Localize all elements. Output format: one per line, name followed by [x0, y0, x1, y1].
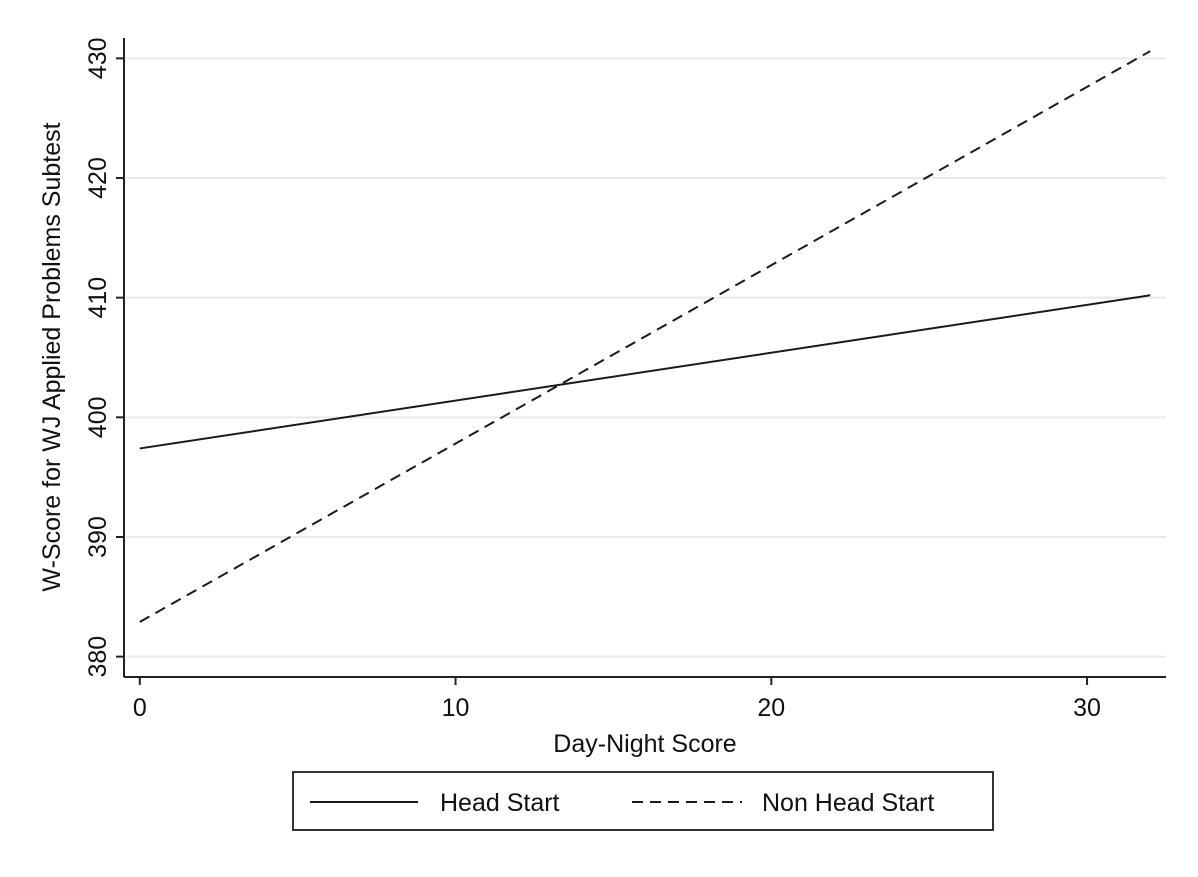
series-line-head-start: [139, 294, 1151, 450]
gridlines: [126, 57, 1166, 658]
y-tick-label-380: 380: [84, 636, 112, 678]
y-tick-label-410: 410: [84, 277, 112, 319]
legend-label-non-head-start: Non Head Start: [762, 789, 934, 817]
legend-label-head-start: Head Start: [440, 789, 560, 817]
series-lines: [139, 50, 1151, 623]
x-tick-label-0: 0: [133, 694, 147, 722]
y-tick-label-430: 430: [84, 37, 112, 79]
x-tick-label-10: 10: [442, 694, 470, 722]
legend: Head Start Non Head Start: [292, 771, 994, 831]
x-axis-title: Day-Night Score: [553, 730, 736, 758]
y-tick-label-400: 400: [84, 396, 112, 438]
y-tick-label-390: 390: [84, 516, 112, 558]
y-ticks: 380 390 400 410 420 430: [84, 37, 124, 678]
y-axis-title: W-Score for WJ Applied Problems Subtest: [38, 122, 66, 591]
y-tick-label-420: 420: [84, 157, 112, 199]
axes: [123, 38, 1166, 678]
series-line-non-head-start: [139, 50, 1151, 623]
x-ticks: 0 10 20 30: [133, 677, 1101, 722]
x-tick-label-30: 30: [1073, 694, 1101, 722]
x-tick-label-20: 20: [757, 694, 785, 722]
